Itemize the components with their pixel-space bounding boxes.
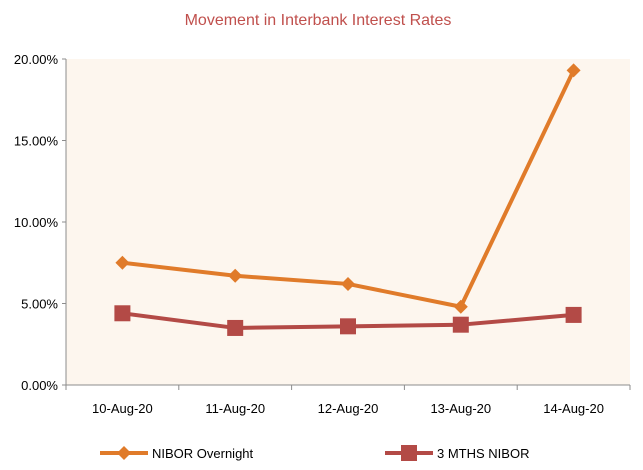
x-tick-label: 13-Aug-20	[430, 401, 491, 416]
y-tick-label: 10.00%	[14, 215, 59, 230]
legend-marker-nibor-overnight	[117, 446, 131, 460]
x-tick-label: 14-Aug-20	[543, 401, 604, 416]
y-tick-label: 15.00%	[14, 134, 59, 149]
data-point-3-mths-nibor	[227, 319, 244, 336]
legend-label-3-mths-nibor: 3 MTHS NIBOR	[437, 446, 529, 461]
y-tick-label: 5.00%	[21, 297, 58, 312]
y-axis-tick-marks	[62, 58, 66, 386]
y-axis-tick-labels: 0.00% 5.00% 10.00% 15.00% 20.00%	[14, 52, 59, 393]
data-point-3-mths-nibor	[114, 305, 131, 322]
data-point-nibor-overnight	[566, 63, 581, 78]
x-axis-tick-marks	[65, 385, 631, 390]
y-tick-label: 20.00%	[14, 52, 59, 67]
chart-title: Movement in Interbank Interest Rates	[185, 12, 452, 29]
x-tick-label: 11-Aug-20	[205, 401, 265, 416]
data-point-nibor-overnight	[341, 276, 355, 291]
data-point-3-mths-nibor	[452, 316, 469, 333]
data-point-3-mths-nibor	[340, 318, 356, 335]
legend: NIBOR Overnight 3 MTHS NIBOR	[100, 445, 529, 461]
legend-marker-3-mths-nibor	[401, 445, 417, 461]
data-point-nibor-overnight	[115, 255, 130, 270]
data-point-3-mths-nibor	[565, 306, 582, 323]
x-tick-label: 10-Aug-20	[92, 401, 153, 416]
data-point-nibor-overnight	[453, 299, 468, 314]
data-point-nibor-overnight	[228, 268, 243, 283]
plot-area	[66, 59, 630, 385]
legend-label-nibor-overnight: NIBOR Overnight	[152, 446, 254, 461]
y-tick-label: 0.00%	[21, 378, 58, 393]
series-markers	[114, 63, 582, 336]
x-tick-label: 12-Aug-20	[318, 401, 379, 416]
x-axis-tick-labels: 10-Aug-20 11-Aug-20 12-Aug-20 13-Aug-20 14-A…	[92, 401, 604, 416]
